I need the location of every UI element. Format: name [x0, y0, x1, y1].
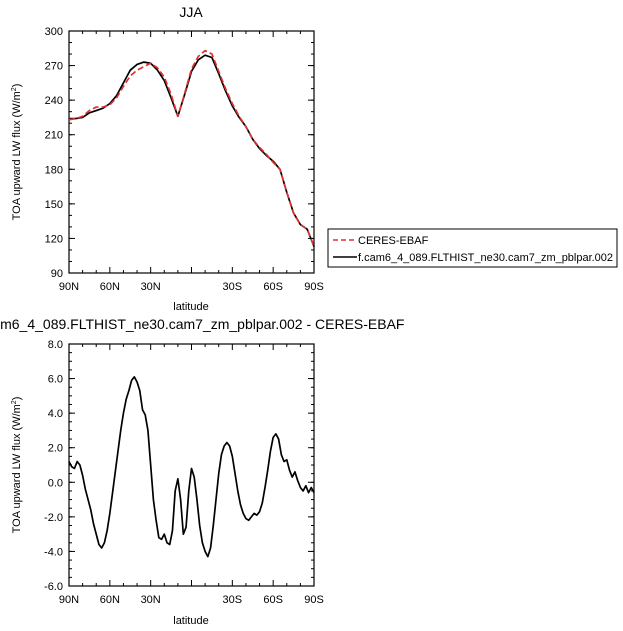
y-tick-label: 8.0	[48, 339, 63, 351]
bottom-y-axis-label: TOA upward LW flux (W/m2)	[11, 397, 23, 534]
x-tick-label: 90N	[59, 281, 79, 293]
bottom-y-axis-label-close: )	[11, 397, 23, 401]
x-tick-label: 90S	[304, 281, 324, 293]
series-line-model	[69, 54, 315, 247]
panel-bottom: f.cam6_4_089.FLTHIST_ne30.cam7_zm_pblpar…	[0, 316, 404, 627]
y-tick-label: 4.0	[48, 408, 63, 420]
top-chart-title: JJA	[179, 4, 203, 20]
legend-frame	[327, 228, 618, 268]
x-tick-label: 60S	[263, 281, 283, 293]
x-tick-label: 30S	[223, 594, 243, 606]
y-tick-label: 0.0	[48, 477, 63, 489]
legend-label-model: f.cam6_4_089.FLTHIST_ne30.cam7_zm_pblpar…	[358, 252, 613, 264]
y-tick-label: -2.0	[44, 512, 63, 524]
y-tick-label: 180	[45, 164, 63, 176]
bottom-y-axis-label-main: TOA upward LW flux (W/m	[11, 404, 23, 533]
bottom-series	[68, 375, 315, 558]
y-tick-label: 90	[51, 268, 63, 280]
x-tick-label: 60N	[100, 594, 120, 606]
top-legend: CERES-EBAF f.cam6_4_089.FLTHIST_ne30.cam…	[327, 228, 618, 268]
bottom-ticks: 90N 60N 30N 30S 60S 90S -6.0 -4.0 -2.0 0.0 2.0 4.0 6…	[44, 339, 324, 606]
series-line-model	[68, 375, 315, 558]
top-x-axis-label: latitude	[173, 301, 208, 313]
y-tick-label: 270	[45, 61, 63, 73]
top-y-axis-label: TOA upward LW flux (W/m2)	[11, 84, 23, 221]
bottom-plot-frame	[68, 343, 315, 587]
x-tick-label: 90S	[304, 594, 324, 606]
panel-top: JJA 90N 60N 30N 30S 60S 90S 90 120 150 180 210 240 2…	[11, 4, 324, 313]
y-tick-label: -6.0	[44, 581, 63, 593]
x-tick-label: 30N	[141, 594, 161, 606]
bottom-y-axis-label-sup: 2	[11, 400, 18, 404]
y-tick-label: 150	[45, 199, 63, 211]
top-y-axis-label-sup: 2	[11, 87, 18, 91]
y-tick-label: 120	[45, 233, 63, 245]
y-tick-label: 2.0	[48, 443, 63, 455]
x-tick-label: 60S	[263, 594, 283, 606]
x-tick-label: 30S	[223, 281, 243, 293]
top-y-axis-label-close: )	[11, 84, 23, 88]
bottom-x-axis-label: latitude	[173, 615, 208, 627]
y-tick-label: 240	[45, 95, 63, 107]
x-tick-label: 60N	[100, 281, 120, 293]
y-tick-label: 6.0	[48, 374, 63, 386]
legend-label-ceres: CERES-EBAF	[358, 235, 429, 247]
bottom-chart-title: f.cam6_4_089.FLTHIST_ne30.cam7_zm_pblpar…	[0, 316, 404, 332]
y-tick-label: -4.0	[44, 546, 63, 558]
x-tick-label: 30N	[141, 281, 161, 293]
top-ticks: 90N 60N 30N 30S 60S 90S 90 120 150 180 210 240 270 30…	[45, 26, 324, 293]
top-series	[68, 49, 315, 247]
top-y-axis-label-main: TOA upward LW flux (W/m	[11, 91, 23, 220]
y-tick-label: 300	[45, 26, 63, 38]
y-tick-label: 210	[45, 130, 63, 142]
series-line-ceres	[68, 49, 315, 247]
x-tick-label: 90N	[59, 594, 79, 606]
